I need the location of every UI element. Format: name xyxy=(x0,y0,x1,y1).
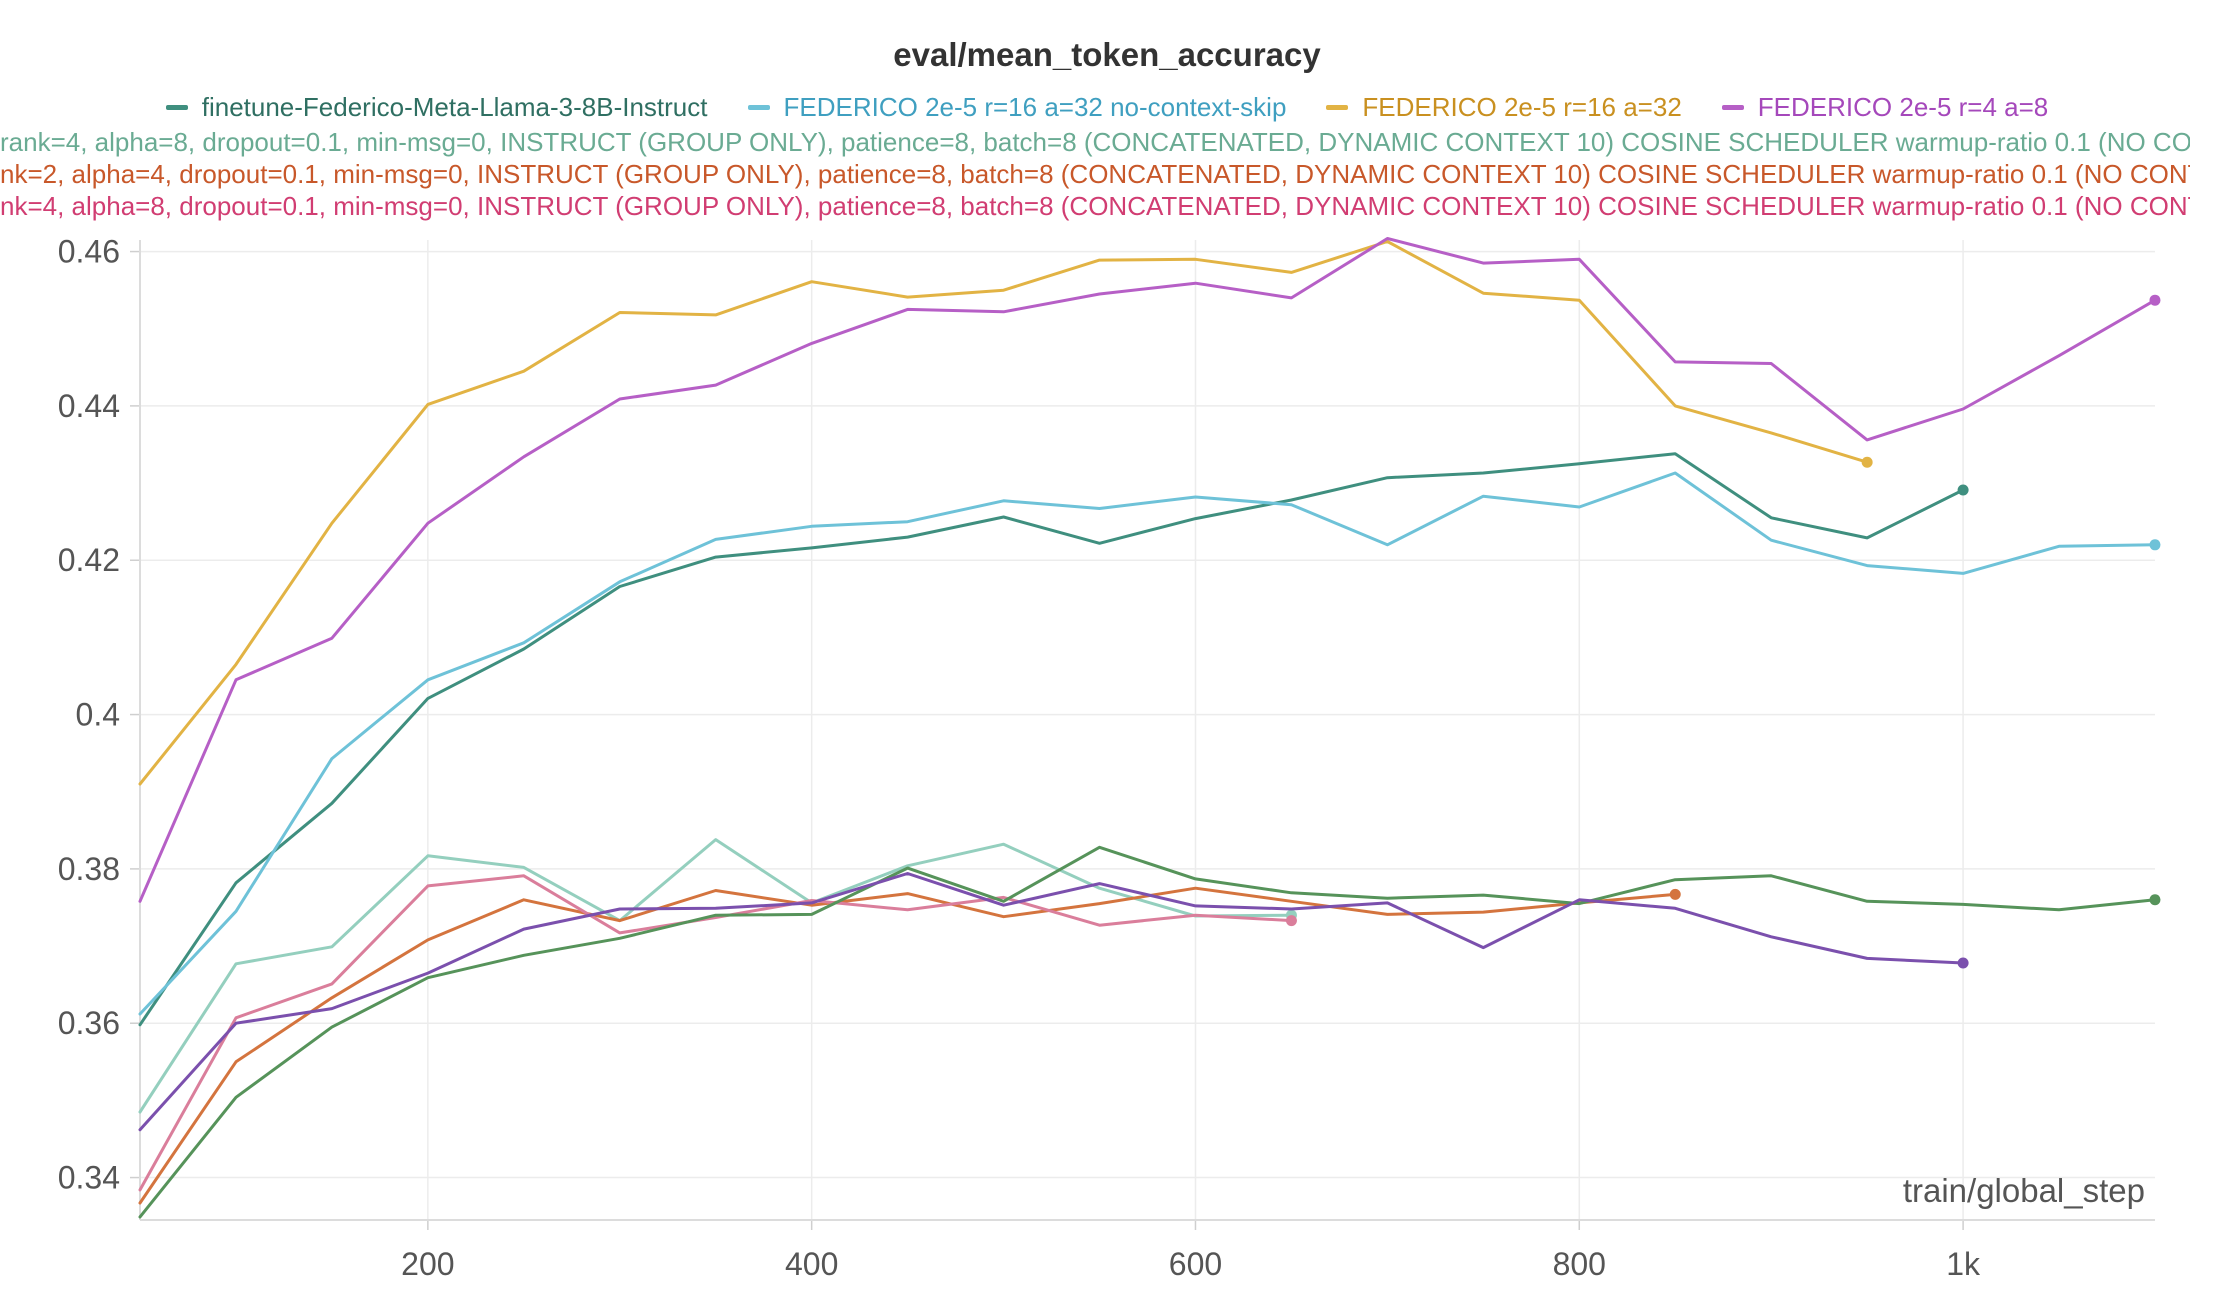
series-end-point xyxy=(2149,294,2161,306)
x-tick-label: 800 xyxy=(1553,1246,1606,1282)
chart-title: eval/mean_token_accuracy xyxy=(893,36,1321,73)
series-line xyxy=(138,471,2157,1016)
series-line xyxy=(138,452,1965,1027)
y-tick-label: 0.46 xyxy=(58,234,120,270)
series-end-point xyxy=(2149,539,2161,551)
x-axis-title: train/global_step xyxy=(1903,1172,2145,1209)
series-end-point xyxy=(1669,888,1681,900)
series-end-point xyxy=(1285,915,1297,927)
series-end-point xyxy=(1861,456,1873,468)
x-tick-label: 400 xyxy=(785,1246,838,1282)
legend-label: finetune-Federico-Meta-Llama-3-8B-Instru… xyxy=(201,92,708,122)
y-tick-label: 0.44 xyxy=(58,388,120,424)
series-end-point xyxy=(2149,894,2161,906)
legend-label: FEDERICO 2e-5 r=16 a=32 xyxy=(1362,92,1682,122)
series-line xyxy=(138,838,1293,1114)
legend: finetune-Federico-Meta-Llama-3-8B-Instru… xyxy=(0,92,2214,123)
series-line xyxy=(138,872,1965,1132)
legend-swatch xyxy=(165,105,188,110)
legend-item[interactable]: FEDERICO 2e-5 r=16 a=32 no-context-skip xyxy=(747,92,1287,123)
legend-label: FEDERICO 2e-5 r=16 a=32 no-context-skip xyxy=(783,92,1287,122)
series-line xyxy=(138,237,2157,903)
x-tick-label: 200 xyxy=(401,1246,454,1282)
y-tick-label: 0.36 xyxy=(58,1005,120,1041)
x-tick-label: 1k xyxy=(1946,1246,1981,1282)
legend-extra-line: nk=4, alpha=8, dropout=0.1, min-msg=0, I… xyxy=(0,191,2190,221)
legend-swatch xyxy=(747,105,770,110)
legend-item[interactable]: FEDERICO 2e-5 r=16 a=32 xyxy=(1326,92,1682,123)
y-tick-label: 0.42 xyxy=(58,542,120,578)
legend-item[interactable]: FEDERICO 2e-5 r=4 a=8 xyxy=(1721,92,2049,123)
series-end-point xyxy=(1957,484,1969,496)
series-line xyxy=(138,874,1293,1192)
legend-swatch xyxy=(1721,105,1744,110)
y-tick-label: 0.34 xyxy=(58,1160,120,1196)
legend-label: FEDERICO 2e-5 r=4 a=8 xyxy=(1757,92,2049,122)
legend-extra-line: nk=2, alpha=4, dropout=0.1, min-msg=0, I… xyxy=(0,159,2190,189)
legend-extra-line: rank=4, alpha=8, dropout=0.1, min-msg=0,… xyxy=(0,127,2190,157)
y-tick-label: 0.4 xyxy=(76,697,120,733)
series-end-point xyxy=(1957,957,1969,969)
x-tick-label: 600 xyxy=(1169,1246,1222,1282)
series-line xyxy=(138,886,1677,1205)
y-tick-label: 0.38 xyxy=(58,851,120,887)
legend-item[interactable]: finetune-Federico-Meta-Llama-3-8B-Instru… xyxy=(165,92,708,123)
legend-swatch xyxy=(1326,105,1349,110)
series-line xyxy=(138,845,2157,1219)
series-line xyxy=(138,240,1869,786)
